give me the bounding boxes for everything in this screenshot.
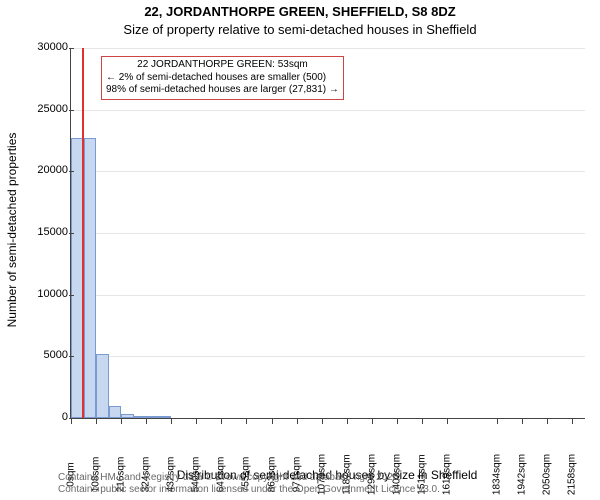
- gridline: [71, 48, 585, 49]
- gridline: [71, 110, 585, 111]
- x-tick-mark: [497, 419, 498, 424]
- marker-info-box: 22 JORDANTHORPE GREEN: 53sqm← 2% of semi…: [101, 56, 344, 100]
- x-tick-mark: [422, 419, 423, 424]
- y-axis-label: Number of semi-detached properties: [5, 115, 19, 345]
- footer-line: Contains HM Land Registry data © Crown c…: [58, 472, 440, 484]
- x-tick-mark: [96, 419, 97, 424]
- info-line: ← 2% of semi-detached houses are smaller…: [106, 72, 339, 85]
- x-tick-mark: [397, 419, 398, 424]
- x-tick-mark: [297, 419, 298, 424]
- gridline: [71, 233, 585, 234]
- x-tick-mark: [196, 419, 197, 424]
- histogram-bar: [134, 416, 147, 418]
- chart-title-desc: Size of property relative to semi-detach…: [0, 22, 600, 37]
- x-tick-mark: [171, 419, 172, 424]
- y-tick: 25000: [28, 103, 68, 115]
- gridline: [71, 295, 585, 296]
- histogram-bar: [109, 406, 122, 418]
- plot-area: 22 JORDANTHORPE GREEN: 53sqm← 2% of semi…: [70, 48, 585, 419]
- x-tick-mark: [347, 419, 348, 424]
- y-tick: 5000: [28, 349, 68, 361]
- x-tick-mark: [146, 419, 147, 424]
- histogram-bar: [159, 416, 172, 418]
- y-tick: 10000: [28, 288, 68, 300]
- y-tick: 15000: [28, 226, 68, 238]
- gridline: [71, 171, 585, 172]
- info-line: 22 JORDANTHORPE GREEN: 53sqm: [106, 59, 339, 72]
- footer-line: Contains public sector information licen…: [58, 484, 440, 496]
- y-tick: 30000: [28, 41, 68, 53]
- x-tick-mark: [221, 419, 222, 424]
- histogram-bar: [146, 416, 159, 418]
- x-tick-mark: [121, 419, 122, 424]
- histogram-bar: [121, 414, 134, 418]
- property-size-chart: 22, JORDANTHORPE GREEN, SHEFFIELD, S8 8D…: [0, 0, 600, 500]
- y-tick: 0: [28, 411, 68, 423]
- x-tick-mark: [372, 419, 373, 424]
- x-tick-mark: [322, 419, 323, 424]
- histogram-bar: [96, 354, 109, 418]
- x-tick-mark: [547, 419, 548, 424]
- x-tick-mark: [522, 419, 523, 424]
- y-axis-label-wrap: Number of semi-detached properties: [2, 48, 22, 418]
- x-tick-mark: [447, 419, 448, 424]
- property-marker-line: [82, 48, 84, 418]
- chart-title-address: 22, JORDANTHORPE GREEN, SHEFFIELD, S8 8D…: [0, 4, 600, 19]
- x-tick-mark: [272, 419, 273, 424]
- x-tick-mark: [246, 419, 247, 424]
- gridline: [71, 356, 585, 357]
- footer-attribution: Contains HM Land Registry data © Crown c…: [58, 472, 440, 496]
- y-tick: 20000: [28, 164, 68, 176]
- x-tick-mark: [572, 419, 573, 424]
- histogram-bar: [84, 138, 97, 418]
- x-tick-mark: [71, 419, 72, 424]
- info-line: 98% of semi-detached houses are larger (…: [106, 84, 339, 97]
